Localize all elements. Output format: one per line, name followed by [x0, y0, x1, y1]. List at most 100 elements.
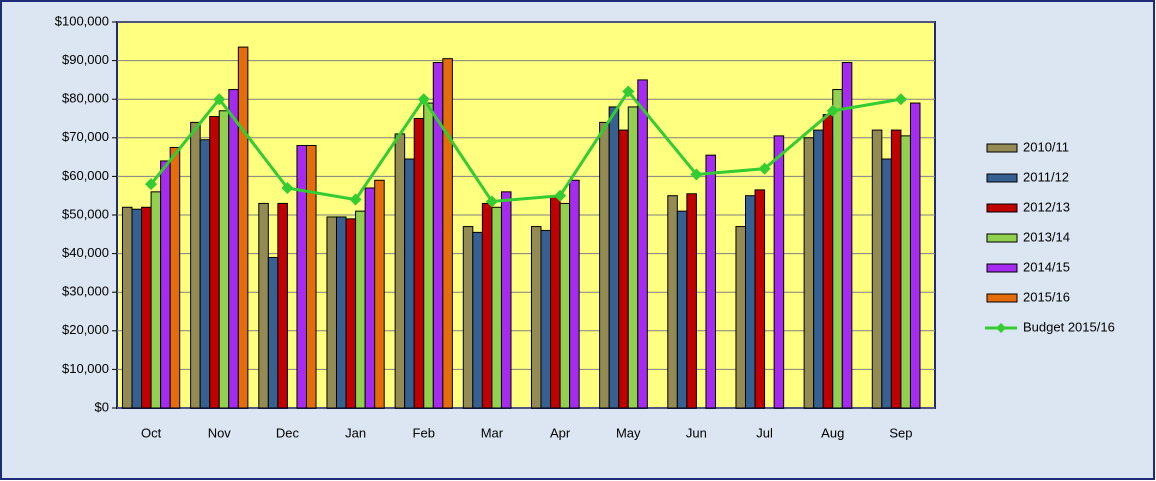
bar	[900, 135, 911, 409]
bar	[150, 191, 162, 409]
bar	[169, 146, 181, 409]
bar	[832, 89, 843, 409]
bar	[559, 202, 571, 409]
legend-label: 2015/16	[1023, 289, 1070, 304]
bar	[686, 193, 697, 409]
budget-point	[281, 181, 294, 194]
bar	[326, 216, 337, 409]
legend-label: Budget 2015/16	[1023, 319, 1115, 334]
x-tick-label: Jul	[756, 425, 773, 440]
budget-point	[894, 93, 907, 106]
bar	[627, 106, 639, 409]
y-tick-label: $50,000	[62, 206, 109, 221]
bar	[374, 179, 385, 409]
x-tick-label: Sep	[889, 425, 912, 440]
bar	[599, 121, 610, 409]
y-tick-label: $40,000	[62, 245, 109, 260]
bar	[618, 129, 629, 409]
bar	[462, 226, 474, 409]
bar	[190, 121, 201, 409]
budget-point	[417, 93, 430, 106]
budget-point	[213, 93, 226, 106]
bar	[413, 118, 425, 409]
bar	[394, 133, 406, 409]
legend-swatch	[996, 323, 1006, 333]
bar	[481, 202, 493, 409]
bar	[890, 129, 902, 409]
bar	[500, 191, 512, 409]
bar	[803, 137, 815, 409]
bar	[306, 145, 317, 409]
bar	[355, 210, 366, 409]
bar	[228, 89, 239, 409]
legend-swatch	[986, 203, 1018, 213]
budget-point	[485, 195, 498, 208]
bar	[442, 58, 453, 409]
y-tick-label: $70,000	[62, 129, 109, 144]
bar	[773, 135, 785, 409]
bar	[209, 116, 220, 409]
bar	[296, 145, 308, 409]
bar	[909, 102, 921, 409]
y-tick-label: $100,000	[55, 13, 109, 28]
legend-swatch	[986, 293, 1018, 303]
x-tick-label: Dec	[276, 425, 300, 440]
legend-swatch	[986, 263, 1018, 273]
budget-point	[349, 193, 362, 206]
legend-label: 2014/15	[1023, 259, 1070, 274]
bar	[267, 256, 279, 409]
bar	[364, 187, 376, 409]
x-tick-label: Apr	[550, 425, 571, 440]
bar	[131, 208, 143, 409]
legend-swatch	[986, 233, 1018, 243]
bar	[822, 114, 834, 409]
y-tick-label: $0	[95, 399, 109, 414]
bar	[423, 102, 434, 409]
x-tick-label: Mar	[481, 425, 504, 440]
bar	[199, 139, 211, 409]
budget-point	[554, 189, 567, 202]
budget-point	[826, 104, 839, 117]
bar	[258, 202, 269, 409]
bar	[491, 206, 502, 409]
bar	[744, 195, 756, 409]
bar	[277, 202, 288, 409]
bar	[871, 129, 883, 409]
x-tick-label: Jun	[686, 425, 707, 440]
x-tick-label: May	[616, 425, 641, 440]
y-tick-label: $20,000	[62, 322, 109, 337]
bar	[813, 129, 824, 409]
y-tick-label: $10,000	[62, 361, 109, 376]
bar	[335, 216, 347, 409]
bar	[735, 226, 746, 409]
legend-swatch	[986, 143, 1018, 153]
bar	[881, 158, 892, 409]
budget-point	[690, 168, 703, 181]
legend-label: 2011/12	[1023, 169, 1069, 184]
bar	[637, 79, 648, 409]
legend-label: 2013/14	[1023, 229, 1070, 244]
x-tick-label: Jan	[345, 425, 366, 440]
bar	[841, 62, 853, 409]
x-tick-label: Aug	[821, 425, 844, 440]
bar	[530, 226, 542, 409]
x-tick-label: Oct	[141, 425, 162, 440]
x-tick-label: Feb	[413, 425, 435, 440]
bar	[540, 229, 552, 409]
bar	[569, 179, 580, 409]
bar	[608, 106, 620, 409]
bar	[121, 206, 133, 409]
bar	[141, 206, 152, 409]
bar	[472, 231, 483, 409]
legend-label: 2010/11	[1023, 139, 1069, 154]
legend-label: 2012/13	[1023, 199, 1070, 214]
legend-swatch	[986, 173, 1018, 183]
budget-point	[622, 85, 635, 98]
y-tick-label: $60,000	[62, 168, 109, 183]
budget-point	[145, 178, 158, 191]
y-tick-label: $90,000	[62, 52, 109, 67]
bar	[676, 210, 688, 409]
bar	[667, 195, 678, 409]
bar	[705, 154, 717, 409]
